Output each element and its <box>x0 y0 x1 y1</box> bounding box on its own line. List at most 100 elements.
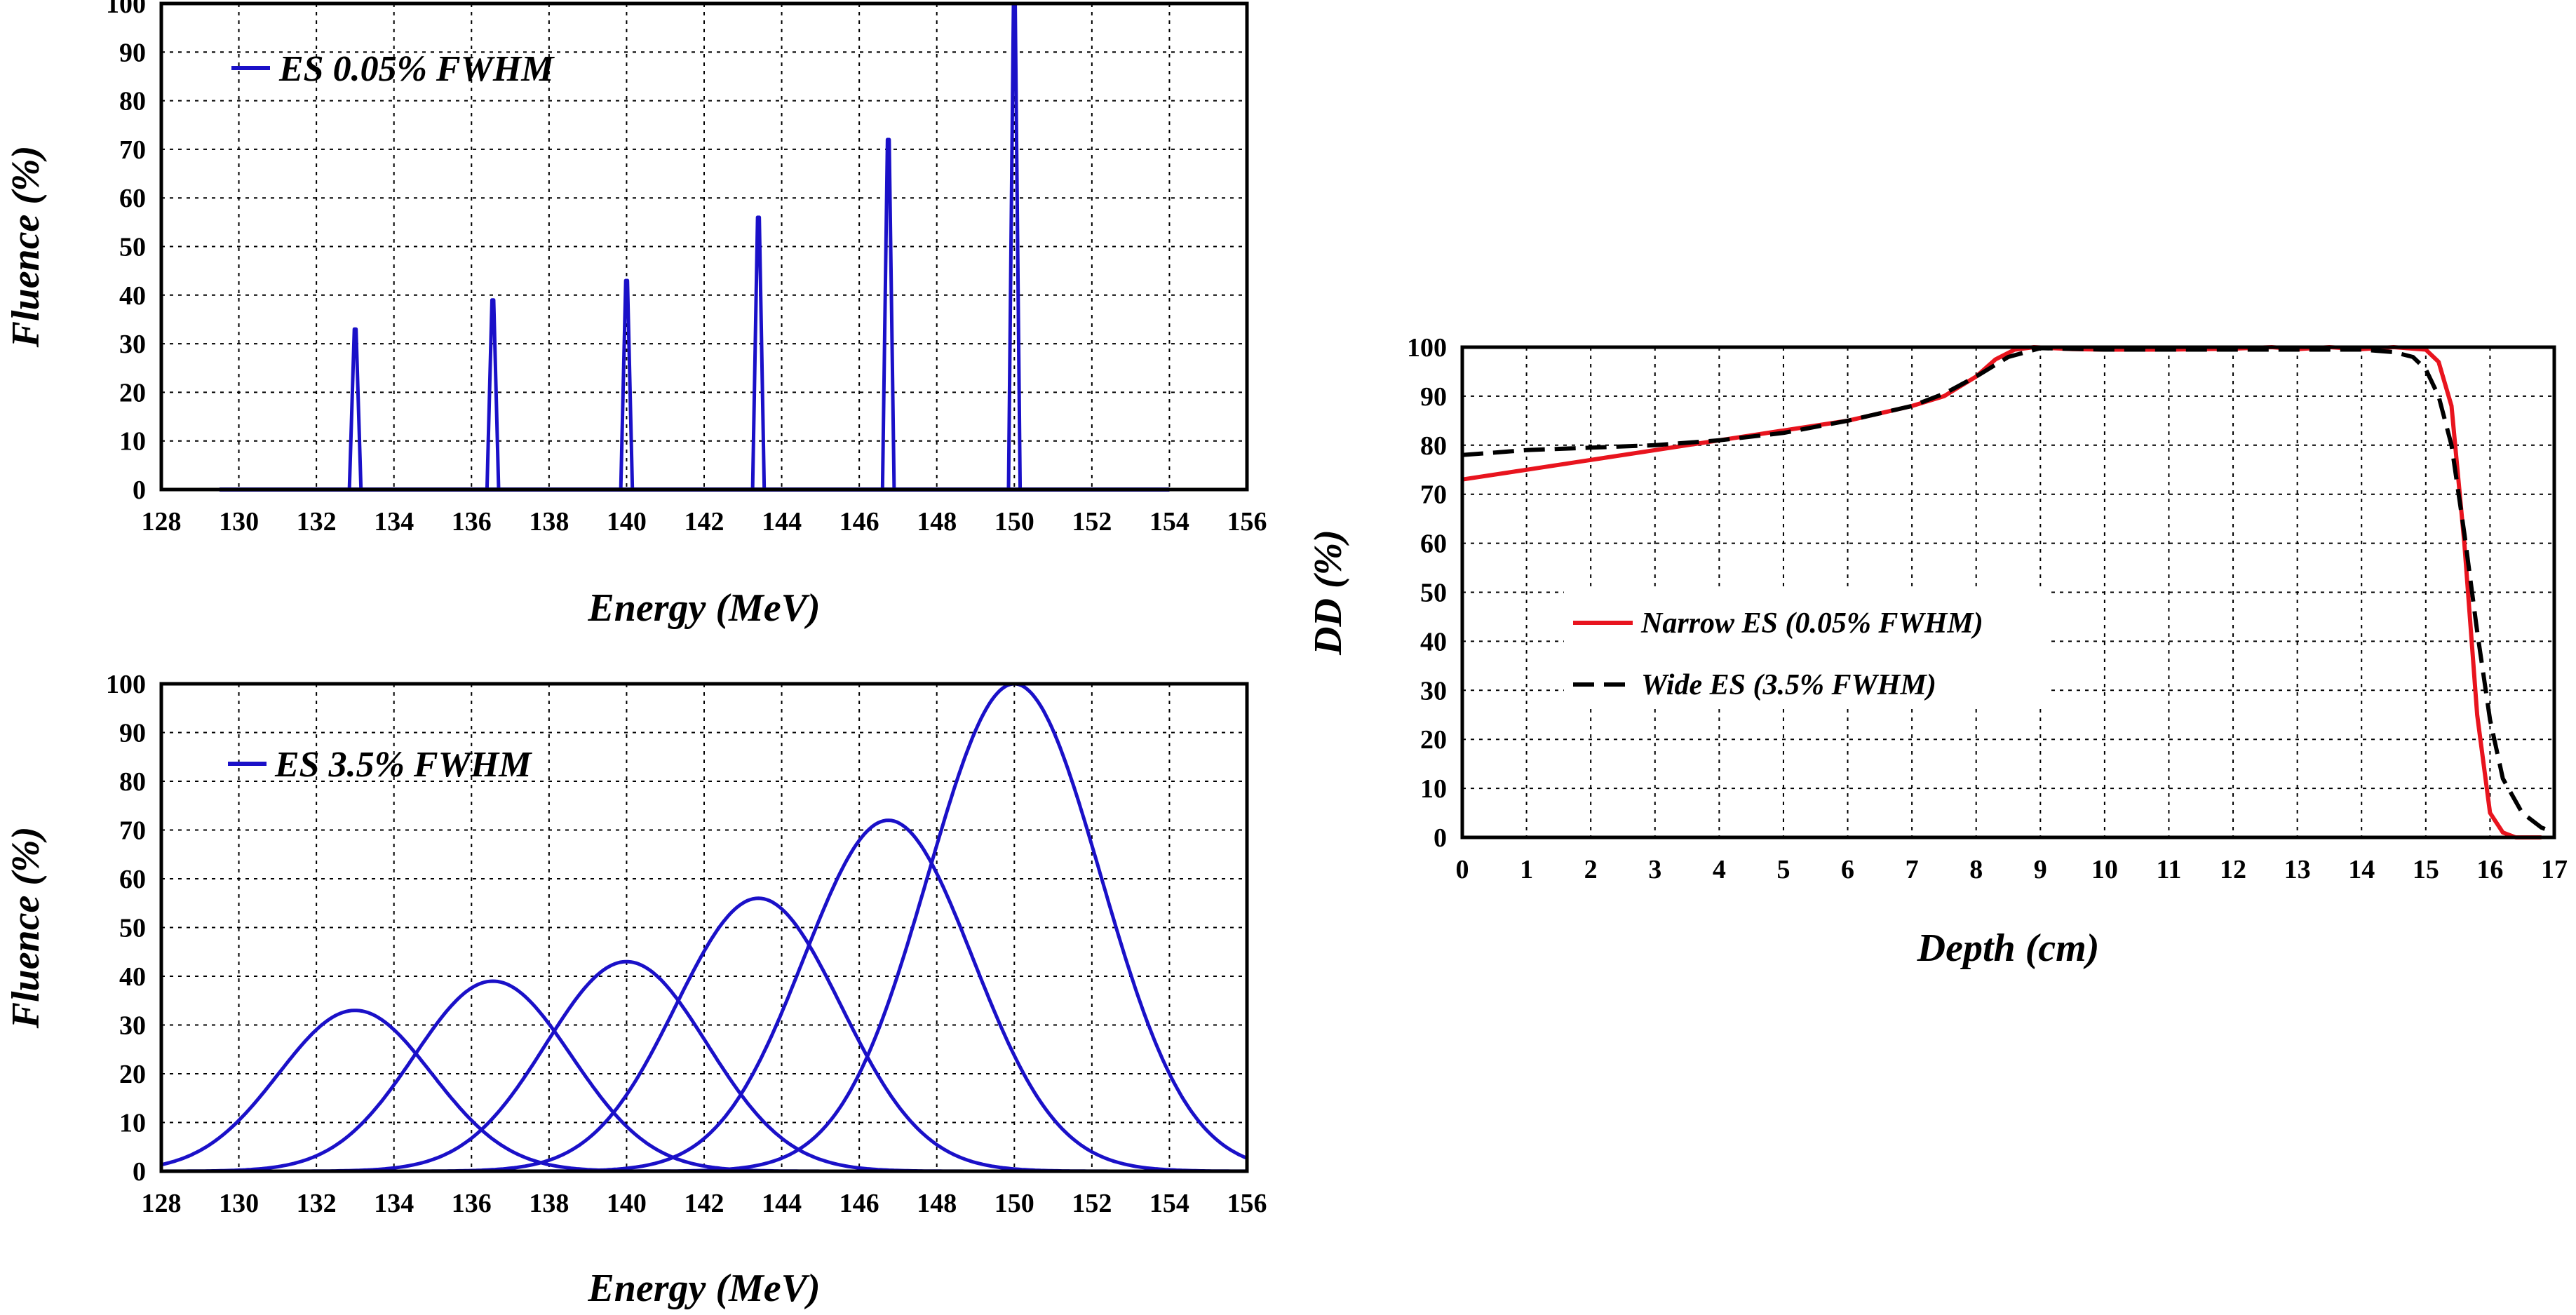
y-tick-label: 0 <box>133 476 146 505</box>
y-tick-label: 20 <box>1420 725 1447 755</box>
plot-frame <box>1460 345 2556 839</box>
x-tick-label: 15 <box>2413 855 2439 884</box>
x-tick-label: 148 <box>917 1189 957 1218</box>
y-tick-label: 70 <box>119 816 146 846</box>
y-tick-label: 20 <box>119 378 146 407</box>
x-tick-label: 130 <box>219 507 259 537</box>
x-tick-label: 134 <box>374 507 414 537</box>
x-tick-label: 150 <box>994 1189 1034 1218</box>
y-tick-label: 60 <box>119 865 146 894</box>
plot-frame <box>159 682 1249 1173</box>
x-tick-label: 146 <box>839 507 879 537</box>
y-tick-label: 30 <box>119 1011 146 1041</box>
spectrum-peak <box>485 298 501 490</box>
y-tick-label: 90 <box>119 719 146 748</box>
legend-label: ES 3.5% FWHM <box>274 745 532 785</box>
x-tick-label: 132 <box>297 507 337 537</box>
x-tick-label: 146 <box>839 1189 879 1218</box>
y-tick-label: 60 <box>1420 530 1447 559</box>
x-tick-label: 128 <box>142 507 182 537</box>
x-tick-label: 140 <box>607 1189 647 1218</box>
y-tick-label: 90 <box>1420 382 1447 412</box>
series-line-wide <box>1462 346 2556 835</box>
y-tick-label: 30 <box>119 330 146 359</box>
legend: Narrow ES (0.05% FWHM) Wide ES (3.5% FWHM… <box>1573 607 1983 701</box>
y-tick-label: 40 <box>1420 627 1447 656</box>
y-axis-title: Fluence (%) <box>4 146 48 349</box>
legend: ES 3.5% FWHM <box>228 745 532 785</box>
x-tick-label: 10 <box>2091 855 2118 884</box>
y-tick-label: 100 <box>106 670 146 699</box>
y-tick-label: 100 <box>106 0 146 19</box>
x-tick-label: 138 <box>529 1189 569 1218</box>
x-tick-label: 136 <box>452 507 492 537</box>
x-tick-label: 13 <box>2284 855 2311 884</box>
x-tick-label: 152 <box>1072 1189 1112 1218</box>
x-tick-label: 148 <box>917 507 957 537</box>
x-tick-label: 154 <box>1149 507 1189 537</box>
chart-narrow: 128 130 132 134 136 138 140 142 144 146 148 150 152 1… <box>4 0 1267 630</box>
x-axis-title: Energy (MeV) <box>587 1267 820 1310</box>
legend-label: ES 0.05% FWHM <box>278 49 555 89</box>
y-tick-label: 20 <box>119 1060 146 1089</box>
x-tick-label: 7 <box>1906 855 1919 884</box>
x-tick-label: 8 <box>1969 855 1983 884</box>
legend: ES 0.05% FWHM <box>231 49 555 89</box>
spectrum-peak <box>619 278 635 490</box>
x-tick-label: 1 <box>1520 855 1533 884</box>
y-tick-label: 50 <box>1420 579 1447 608</box>
legend-box <box>1564 591 2048 709</box>
y-tick-label: 0 <box>133 1157 146 1187</box>
y-tick-label: 50 <box>119 914 146 943</box>
x-tick-label: 128 <box>142 1189 182 1218</box>
x-tick-label: 142 <box>685 1189 724 1218</box>
x-tick-label: 130 <box>219 1189 259 1218</box>
y-tick-label: 0 <box>1434 823 1447 853</box>
x-tick-label: 152 <box>1072 507 1112 537</box>
y-tick-label: 100 <box>1407 333 1447 363</box>
x-tick-label: 144 <box>762 507 802 537</box>
y-tick-label: 70 <box>1420 480 1447 510</box>
x-tick-label: 138 <box>529 507 569 537</box>
chart-depth-dose: 0 1 2 3 4 5 6 7 8 9 10 11 12 13 14 15 16 1701020304050607… <box>1307 333 2568 970</box>
spectrum-gaussian <box>161 979 1247 1173</box>
x-tick-label: 17 <box>2541 855 2568 884</box>
x-tick-label: 4 <box>1713 855 1726 884</box>
x-tick-label: 3 <box>1648 855 1661 884</box>
x-tick-label: 11 <box>2157 855 2182 884</box>
x-tick-label: 150 <box>994 507 1034 537</box>
chart-wide: 128 130 132 134 136 138 140 142 144 146 148 150 152 1… <box>4 670 1267 1310</box>
x-axis-title: Depth (cm) <box>1917 926 2100 970</box>
x-tick-label: 132 <box>297 1189 337 1218</box>
x-tick-label: 12 <box>2220 855 2246 884</box>
x-tick-label: 142 <box>685 507 724 537</box>
x-tick-label: 154 <box>1149 1189 1189 1218</box>
x-tick-label: 140 <box>607 507 647 537</box>
y-tick-label: 40 <box>119 281 146 311</box>
y-tick-label: 80 <box>119 87 146 116</box>
x-tick-label: 156 <box>1227 507 1267 537</box>
y-tick-label: 40 <box>119 962 146 992</box>
y-tick-label: 10 <box>119 1109 146 1138</box>
x-tick-label: 6 <box>1841 855 1854 884</box>
y-axis-title: DD (%) <box>1307 530 1350 656</box>
x-tick-label: 2 <box>1584 855 1598 884</box>
x-tick-label: 0 <box>1456 855 1469 884</box>
y-axis-title: Fluence (%) <box>4 827 48 1030</box>
y-tick-label: 10 <box>119 427 146 457</box>
spectrum-peak <box>750 215 767 490</box>
y-tick-label: 80 <box>1420 431 1447 461</box>
x-axis-title: Energy (MeV) <box>587 586 820 630</box>
legend-label: Wide ES (3.5% FWHM) <box>1641 669 1936 701</box>
y-tick-label: 70 <box>119 135 146 165</box>
y-tick-label: 10 <box>1420 774 1447 804</box>
x-tick-label: 144 <box>762 1189 802 1218</box>
y-tick-label: 30 <box>1420 676 1447 706</box>
y-tick-label: 60 <box>119 184 146 213</box>
x-tick-label: 134 <box>374 1189 414 1218</box>
plot-frame <box>159 1 1249 492</box>
x-tick-label: 5 <box>1776 855 1790 884</box>
y-tick-label: 90 <box>119 38 146 67</box>
y-tick-label: 80 <box>119 767 146 797</box>
